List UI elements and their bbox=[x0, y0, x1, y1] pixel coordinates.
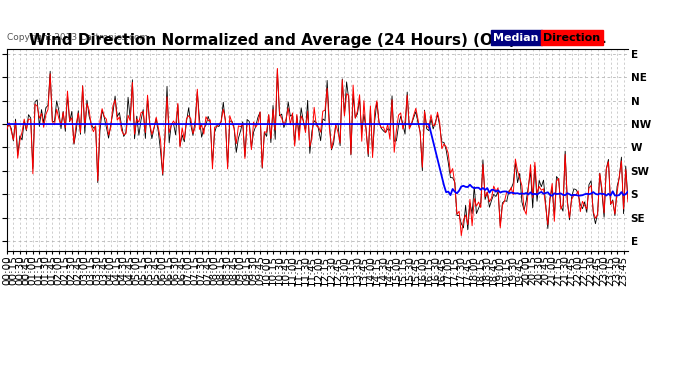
Title: Wind Direction Normalized and Average (24 Hours) (Old) 20130124: Wind Direction Normalized and Average (2… bbox=[29, 33, 606, 48]
Text: Copyright 2013 Cartronics.com: Copyright 2013 Cartronics.com bbox=[7, 33, 148, 42]
Text: Direction: Direction bbox=[544, 33, 600, 43]
Text: Median: Median bbox=[493, 33, 539, 43]
